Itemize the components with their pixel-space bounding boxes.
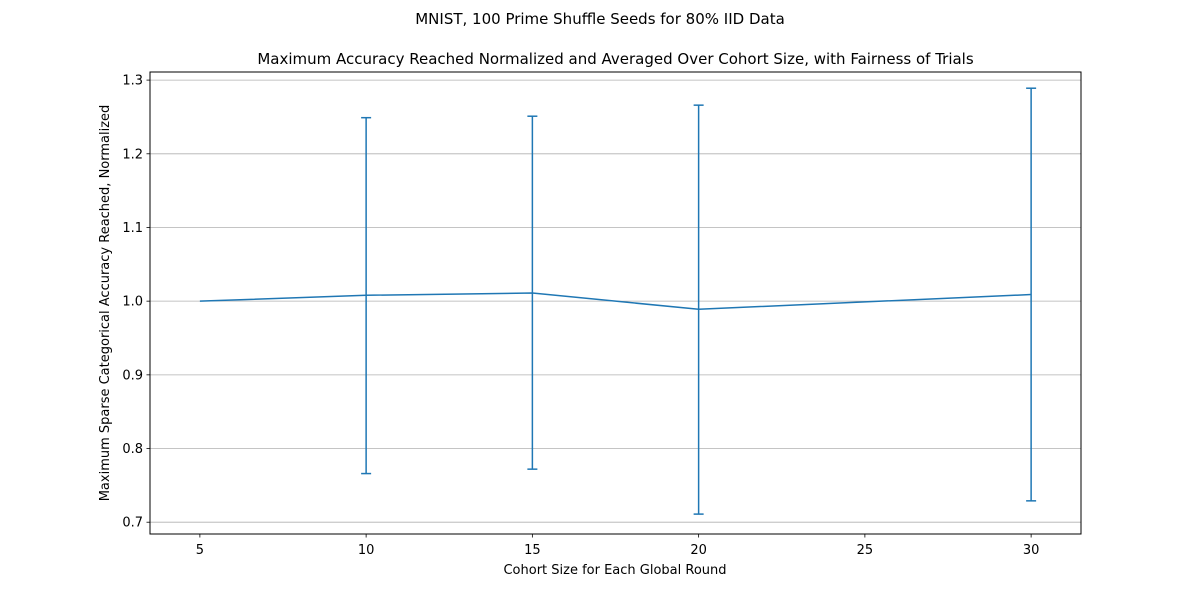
y-tick-label: 1.0 — [122, 295, 143, 310]
x-axis-label: Cohort Size for Each Global Round — [503, 563, 726, 578]
x-tick-label: 30 — [1023, 543, 1040, 558]
error-bar — [693, 104, 704, 515]
x-tick-label: 15 — [524, 543, 541, 558]
y-tick-label: 1.2 — [122, 147, 143, 162]
axes-frame — [149, 71, 1082, 535]
series-line — [199, 292, 1032, 311]
error-bar — [361, 116, 372, 475]
chart-title: Maximum Accuracy Reached Normalized and … — [257, 50, 974, 68]
y-tick-label: 1.3 — [122, 74, 143, 89]
y-tick-label: 1.1 — [122, 221, 143, 236]
x-tick-label: 10 — [358, 543, 375, 558]
y-tick-label: 0.9 — [122, 368, 143, 383]
x-tick-label: 25 — [857, 543, 874, 558]
x-tick-label: 5 — [196, 543, 204, 558]
grid-lines — [150, 79, 1081, 523]
error-bar — [1026, 87, 1037, 502]
series-layer — [199, 87, 1037, 515]
y-tick-label: 0.8 — [122, 442, 143, 457]
y-tick-label: 0.7 — [122, 516, 143, 531]
error-bar — [527, 115, 538, 470]
y-axis-label: Maximum Sparse Categorical Accuracy Reac… — [98, 105, 113, 502]
tick-layer: 0.7 0.8 0.9 1.0 1.1 1.2 1.3 5 10 15 20 25 30 — [122, 74, 1039, 558]
chart-suptitle: MNIST, 100 Prime Shuffle Seeds for 80% I… — [415, 10, 785, 28]
x-tick-label: 20 — [690, 543, 707, 558]
